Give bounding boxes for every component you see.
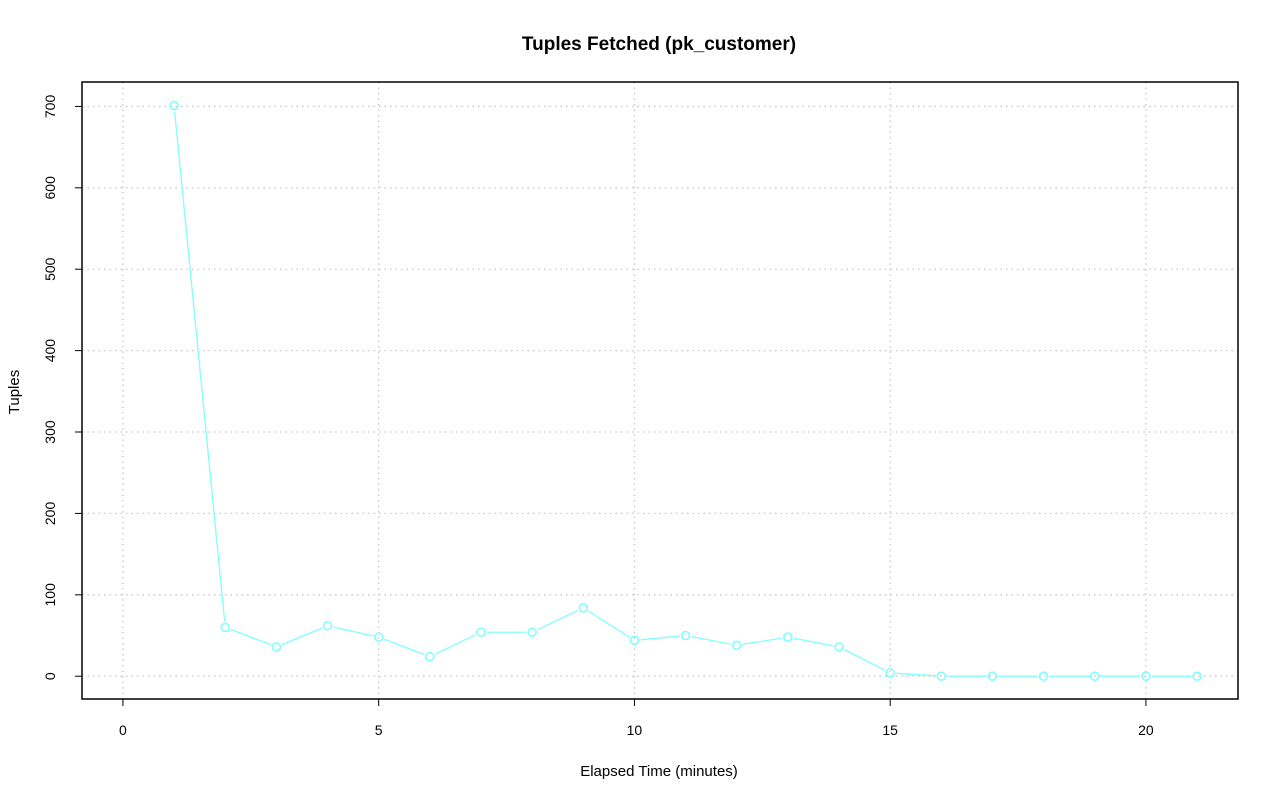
series-line-segment: [384, 638, 425, 656]
data-point: [373, 632, 384, 642]
data-point: [987, 671, 998, 682]
y-tick-label: 700: [42, 95, 58, 119]
series-line-segment: [844, 649, 886, 671]
y-tick-label: 200: [42, 502, 58, 526]
data-point: [680, 630, 691, 641]
y-axis: 0 100 200 300 400 500 600 700: [42, 95, 82, 680]
data-point: [783, 632, 793, 642]
data-point: [169, 100, 179, 111]
data-point: [271, 642, 282, 652]
y-tick-label: 300: [42, 420, 58, 444]
data-point: [527, 627, 537, 638]
series-line-segment: [896, 672, 936, 677]
data-point: [1038, 671, 1049, 682]
y-tick-label: 400: [42, 339, 58, 363]
data-point: [220, 622, 231, 633]
grid-layer: [82, 82, 1238, 699]
data-point: [578, 603, 589, 613]
plot-area-border: [81, 81, 1239, 700]
series-line-segment: [281, 627, 323, 646]
series-line-segment: [537, 609, 579, 631]
data-point: [1089, 671, 1100, 682]
data-point: [834, 642, 844, 652]
data-point: [731, 640, 742, 651]
data-point: [425, 651, 435, 662]
x-tick-label: 20: [1138, 722, 1154, 738]
x-tick-label: 15: [882, 722, 898, 738]
x-axis-label: Elapsed Time (minutes): [580, 763, 738, 780]
data-point: [1192, 671, 1202, 682]
data-point: [476, 627, 486, 638]
data-point: [936, 671, 947, 682]
series-line-segment: [333, 626, 373, 637]
data-point: [629, 635, 640, 646]
series-line-segment: [640, 635, 680, 641]
y-axis-label: Tuples: [6, 370, 23, 414]
y-tick-label: 600: [42, 176, 58, 200]
series-layer: [169, 100, 1202, 682]
series-line-segment: [434, 634, 476, 655]
series-line-segment: [174, 111, 226, 622]
series-line-segment: [793, 637, 834, 647]
y-tick-label: 100: [42, 583, 58, 607]
data-point: [322, 620, 333, 631]
x-tick-label: 5: [375, 722, 383, 738]
x-tick-label: 0: [119, 722, 127, 738]
y-tick-label: 500: [42, 257, 58, 281]
series-line-segment: [742, 637, 783, 645]
data-point: [1141, 671, 1151, 682]
x-axis: 0 5 10 15 20: [119, 699, 1154, 738]
series-line-segment: [691, 635, 731, 645]
chart-title: Tuples Fetched (pk_customer): [522, 34, 796, 55]
x-tick-label: 10: [627, 722, 643, 738]
series-line-segment: [587, 610, 630, 638]
y-tick-label: 0: [42, 672, 58, 680]
series-line-segment: [230, 628, 271, 646]
data-point: [885, 668, 895, 678]
